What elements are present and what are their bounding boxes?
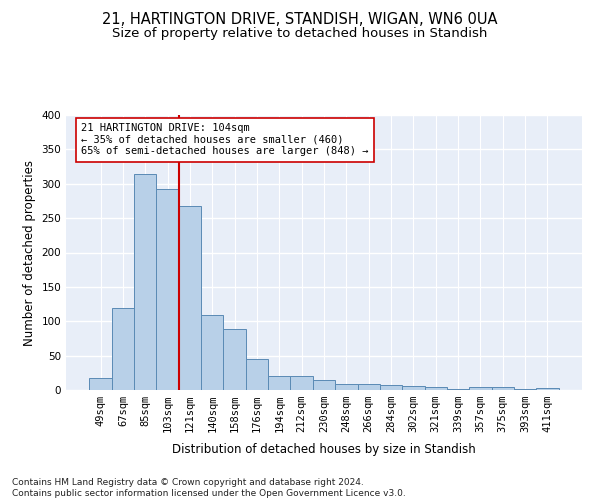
Bar: [246, 359, 268, 390]
Bar: [201, 315, 223, 390]
Y-axis label: Number of detached properties: Number of detached properties: [23, 160, 36, 346]
Bar: [469, 386, 491, 390]
Bar: [268, 376, 290, 390]
Bar: [491, 386, 514, 390]
Bar: [335, 384, 358, 390]
Text: Size of property relative to detached houses in Standish: Size of property relative to detached ho…: [112, 28, 488, 40]
Bar: [536, 388, 559, 390]
Bar: [223, 329, 246, 390]
Bar: [358, 384, 380, 390]
Bar: [313, 380, 335, 390]
Text: 21 HARTINGTON DRIVE: 104sqm
← 35% of detached houses are smaller (460)
65% of se: 21 HARTINGTON DRIVE: 104sqm ← 35% of det…: [82, 123, 369, 156]
Bar: [402, 386, 425, 390]
Text: 21, HARTINGTON DRIVE, STANDISH, WIGAN, WN6 0UA: 21, HARTINGTON DRIVE, STANDISH, WIGAN, W…: [102, 12, 498, 28]
Bar: [179, 206, 201, 390]
Bar: [290, 376, 313, 390]
Bar: [112, 308, 134, 390]
Bar: [425, 387, 447, 390]
Text: Contains HM Land Registry data © Crown copyright and database right 2024.
Contai: Contains HM Land Registry data © Crown c…: [12, 478, 406, 498]
Bar: [134, 174, 157, 390]
Bar: [157, 188, 179, 390]
Text: Distribution of detached houses by size in Standish: Distribution of detached houses by size …: [172, 442, 476, 456]
Bar: [380, 385, 402, 390]
Bar: [89, 378, 112, 390]
